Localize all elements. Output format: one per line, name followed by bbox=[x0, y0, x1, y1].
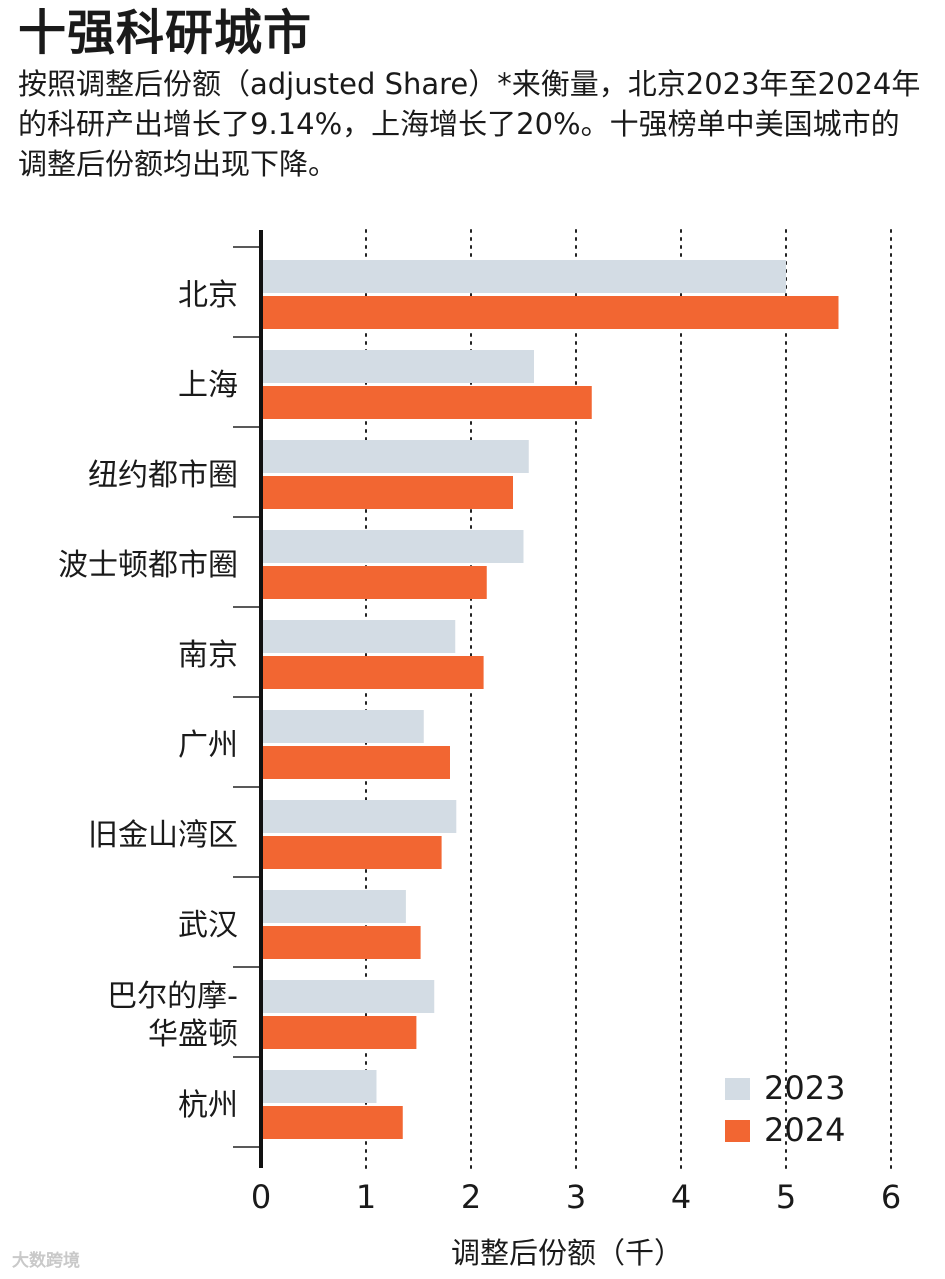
bar-2023 bbox=[261, 350, 534, 383]
x-tick-label: 3 bbox=[566, 1178, 586, 1216]
bar-2024 bbox=[261, 476, 513, 509]
category-label: 南京 bbox=[178, 638, 238, 673]
category-label: 旧金山湾区 bbox=[88, 818, 238, 853]
category-label: 杭州 bbox=[178, 1088, 238, 1123]
category-label: 纽约都市圈 bbox=[88, 458, 238, 493]
bar-2024 bbox=[261, 566, 487, 599]
category-label: 北京 bbox=[178, 278, 238, 313]
category-label: 华盛顿 bbox=[148, 1017, 238, 1052]
bar-2023 bbox=[261, 530, 524, 563]
bar-2023 bbox=[261, 1070, 377, 1103]
bar-2023 bbox=[261, 710, 424, 743]
category-label: 巴尔的摩- bbox=[107, 979, 238, 1014]
x-tick-label: 4 bbox=[671, 1178, 691, 1216]
category-label: 波士顿都市圈 bbox=[58, 548, 238, 583]
category-label: 广州 bbox=[178, 728, 238, 763]
bar-2024 bbox=[261, 386, 592, 419]
chart-title: 十强科研城市 bbox=[18, 5, 313, 61]
legend-swatch-2023 bbox=[725, 1078, 750, 1100]
bar-2024 bbox=[261, 656, 484, 689]
x-axis-title: 调整后份额（千） bbox=[451, 1236, 683, 1270]
legend-label-2023: 2023 bbox=[764, 1069, 845, 1107]
bar-2024 bbox=[261, 1106, 403, 1139]
x-tick-label: 1 bbox=[356, 1178, 376, 1216]
category-label: 上海 bbox=[178, 368, 238, 403]
bar-2023 bbox=[261, 620, 456, 653]
bar-2023 bbox=[261, 800, 457, 833]
bar-2023 bbox=[261, 260, 786, 293]
bar-2023 bbox=[261, 440, 529, 473]
bar-2023 bbox=[261, 980, 435, 1013]
bar-2024 bbox=[261, 296, 839, 329]
chart-subtitle: 按照调整后份额（adjusted Share）*来衡量，北京2023年至2024… bbox=[18, 67, 921, 181]
bar-2024 bbox=[261, 746, 450, 779]
category-label: 武汉 bbox=[178, 908, 238, 943]
x-tick-label: 6 bbox=[881, 1178, 901, 1216]
legend-swatch-2024 bbox=[725, 1120, 750, 1142]
bar-2024 bbox=[261, 1016, 417, 1049]
bar-2023 bbox=[261, 890, 406, 923]
bar-2024 bbox=[261, 926, 421, 959]
x-tick-label: 5 bbox=[776, 1178, 796, 1216]
watermark-text: 大数跨境 bbox=[12, 1251, 80, 1271]
x-tick-label: 2 bbox=[461, 1178, 481, 1216]
x-tick-label: 0 bbox=[251, 1178, 271, 1216]
legend-label-2024: 2024 bbox=[764, 1111, 845, 1149]
bar-2024 bbox=[261, 836, 442, 869]
